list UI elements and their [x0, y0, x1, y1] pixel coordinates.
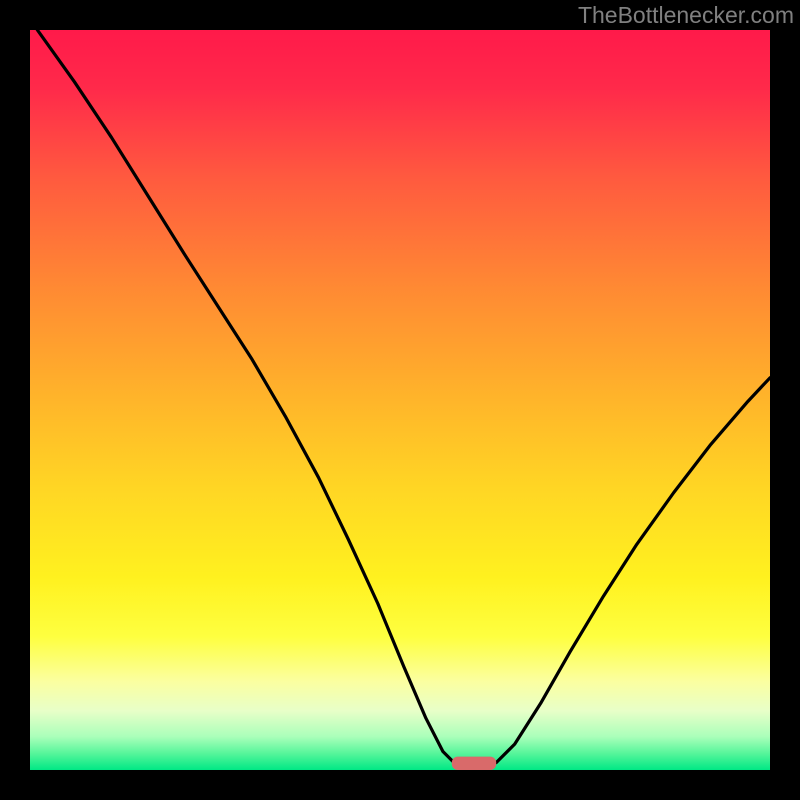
optimal-point-marker [452, 757, 496, 770]
bottleneck-curve [30, 30, 770, 770]
watermark-text: TheBottlenecker.com [578, 2, 794, 29]
plot-area [30, 30, 770, 770]
frame-bottom [0, 770, 800, 800]
frame-left [0, 0, 30, 800]
frame-right [770, 0, 800, 800]
chart-container: TheBottlenecker.com [0, 0, 800, 800]
